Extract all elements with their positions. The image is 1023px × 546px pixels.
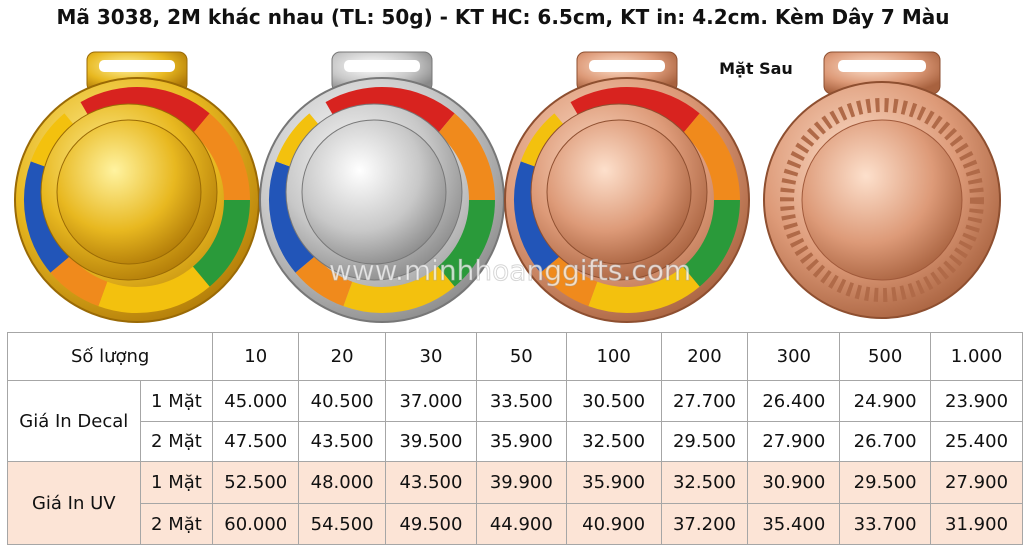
table-cell: 2 Mặt bbox=[139, 421, 214, 462]
ribbon-slot bbox=[99, 60, 175, 72]
ribbon-slot bbox=[838, 60, 926, 72]
table-cell: 44.900 bbox=[475, 503, 567, 545]
table-cell: 60.000 bbox=[212, 503, 300, 545]
color-band bbox=[275, 113, 327, 171]
color-band bbox=[80, 87, 210, 134]
medal-center bbox=[801, 119, 963, 281]
ribbon-slot bbox=[589, 60, 665, 72]
table-cell: 43.500 bbox=[298, 421, 387, 462]
table-cell: 27.900 bbox=[930, 461, 1023, 504]
ribbon-slot bbox=[344, 60, 420, 72]
color-band bbox=[30, 113, 82, 171]
color-band bbox=[682, 199, 740, 287]
table-cell: 37.000 bbox=[385, 380, 477, 422]
color-band bbox=[682, 113, 740, 201]
product-image: Mã 3038, 2M khác nhau (TL: 50g) - KT HC:… bbox=[14, 5, 1001, 323]
table-cell: 35.400 bbox=[747, 503, 841, 545]
table-cell: 33.500 bbox=[475, 380, 567, 422]
color-band bbox=[24, 161, 71, 273]
color-band bbox=[269, 161, 316, 273]
table-cell: 25.400 bbox=[930, 421, 1023, 462]
table-cell: 47.500 bbox=[212, 421, 300, 462]
color-band bbox=[50, 255, 108, 307]
table-cell: 30.500 bbox=[565, 380, 662, 422]
table-row: Giá In Decal 1 Mặt 45.000 40.500 37.000 33.50… bbox=[7, 380, 1023, 462]
table-cell: 33.700 bbox=[839, 503, 932, 545]
color-band bbox=[192, 113, 250, 201]
table-cell: 23.900 bbox=[930, 380, 1023, 422]
medal-center bbox=[546, 119, 692, 265]
table-cell: 1 Mặt bbox=[139, 380, 214, 422]
table-row: Số lượng 10 20 30 50 100 200 300 500 1.000 bbox=[6, 332, 1023, 381]
color-band bbox=[295, 255, 353, 307]
color-band bbox=[343, 266, 455, 313]
table-cell: 49.500 bbox=[385, 503, 477, 545]
table-cell: 31.900 bbox=[930, 503, 1023, 545]
table-cell: 40.500 bbox=[298, 380, 387, 422]
laurel-ring bbox=[780, 98, 984, 302]
color-band bbox=[540, 255, 598, 307]
table-cell: 40.900 bbox=[565, 503, 662, 545]
table-cell: 39.900 bbox=[475, 461, 567, 504]
table-cell: 27.900 bbox=[747, 421, 841, 462]
table-cell: 2 Mặt bbox=[139, 503, 214, 545]
table-cell: 300 bbox=[747, 332, 841, 381]
table-cell: 37.200 bbox=[660, 503, 749, 545]
table-cell: 35.900 bbox=[565, 461, 662, 504]
table-cell: 32.500 bbox=[660, 461, 749, 504]
color-band bbox=[192, 199, 250, 287]
table-cell: 100 bbox=[565, 332, 662, 381]
table-cell: 200 bbox=[660, 332, 749, 381]
title: Mã 3038, 2M khác nhau (TL: 50g) - KT HC:… bbox=[57, 5, 950, 29]
medal-center bbox=[301, 119, 447, 265]
table-cell: 30 bbox=[385, 332, 477, 381]
table-cell: 30.900 bbox=[747, 461, 841, 504]
table-cell: 26.700 bbox=[839, 421, 932, 462]
table-cell: 54.500 bbox=[298, 503, 387, 545]
table-cell: 20 bbox=[298, 332, 387, 381]
color-band bbox=[514, 161, 561, 273]
table-cell: 35.900 bbox=[475, 421, 567, 462]
table-cell: 500 bbox=[839, 332, 932, 381]
table-row: Giá In UV 1 Mặt 52.500 48.000 43.500 39.900 35… bbox=[7, 461, 1023, 545]
table-cell: 48.000 bbox=[298, 461, 387, 504]
table-cell: 50 bbox=[475, 332, 567, 381]
table-cell: 27.700 bbox=[660, 380, 749, 422]
table-row: 2 Mặt 47.500 43.500 39.500 35.900 32.500 29.50… bbox=[8, 421, 1023, 462]
table-cell: Giá In UV bbox=[7, 461, 141, 545]
watermark: www.minhhoanggifts.com bbox=[329, 254, 691, 287]
table-cell: 52.500 bbox=[212, 461, 300, 504]
color-band bbox=[588, 266, 700, 313]
table-cell: 43.500 bbox=[385, 461, 477, 504]
table-cell: 32.500 bbox=[565, 421, 662, 462]
table-cell: 10 bbox=[212, 332, 300, 381]
table-cell: 24.900 bbox=[839, 380, 932, 422]
table-cell: 29.500 bbox=[839, 461, 932, 504]
table-cell: Giá In Decal bbox=[7, 380, 141, 462]
color-band bbox=[520, 113, 572, 171]
color-band bbox=[437, 113, 495, 201]
color-band bbox=[325, 87, 455, 134]
table-cell: 39.500 bbox=[385, 421, 477, 462]
table-cell: 45.000 bbox=[212, 380, 300, 422]
color-band bbox=[570, 87, 700, 134]
medal-center bbox=[56, 119, 202, 265]
color-band bbox=[437, 199, 495, 287]
table-cell: Số lượng bbox=[6, 332, 214, 381]
back-label: Mặt Sau bbox=[719, 59, 793, 78]
table-cell: 26.400 bbox=[747, 380, 841, 422]
price-table: Số lượng 10 20 30 50 100 200 300 500 1.000 Giá In … bbox=[6, 332, 1023, 545]
table-cell: 1 Mặt bbox=[139, 461, 214, 504]
color-band bbox=[98, 266, 210, 313]
table-cell: 29.500 bbox=[660, 421, 749, 462]
table-cell: 1.000 bbox=[930, 332, 1023, 381]
table-row: 2 Mặt 60.000 54.500 49.500 44.900 40.900 37.20… bbox=[8, 503, 1023, 545]
